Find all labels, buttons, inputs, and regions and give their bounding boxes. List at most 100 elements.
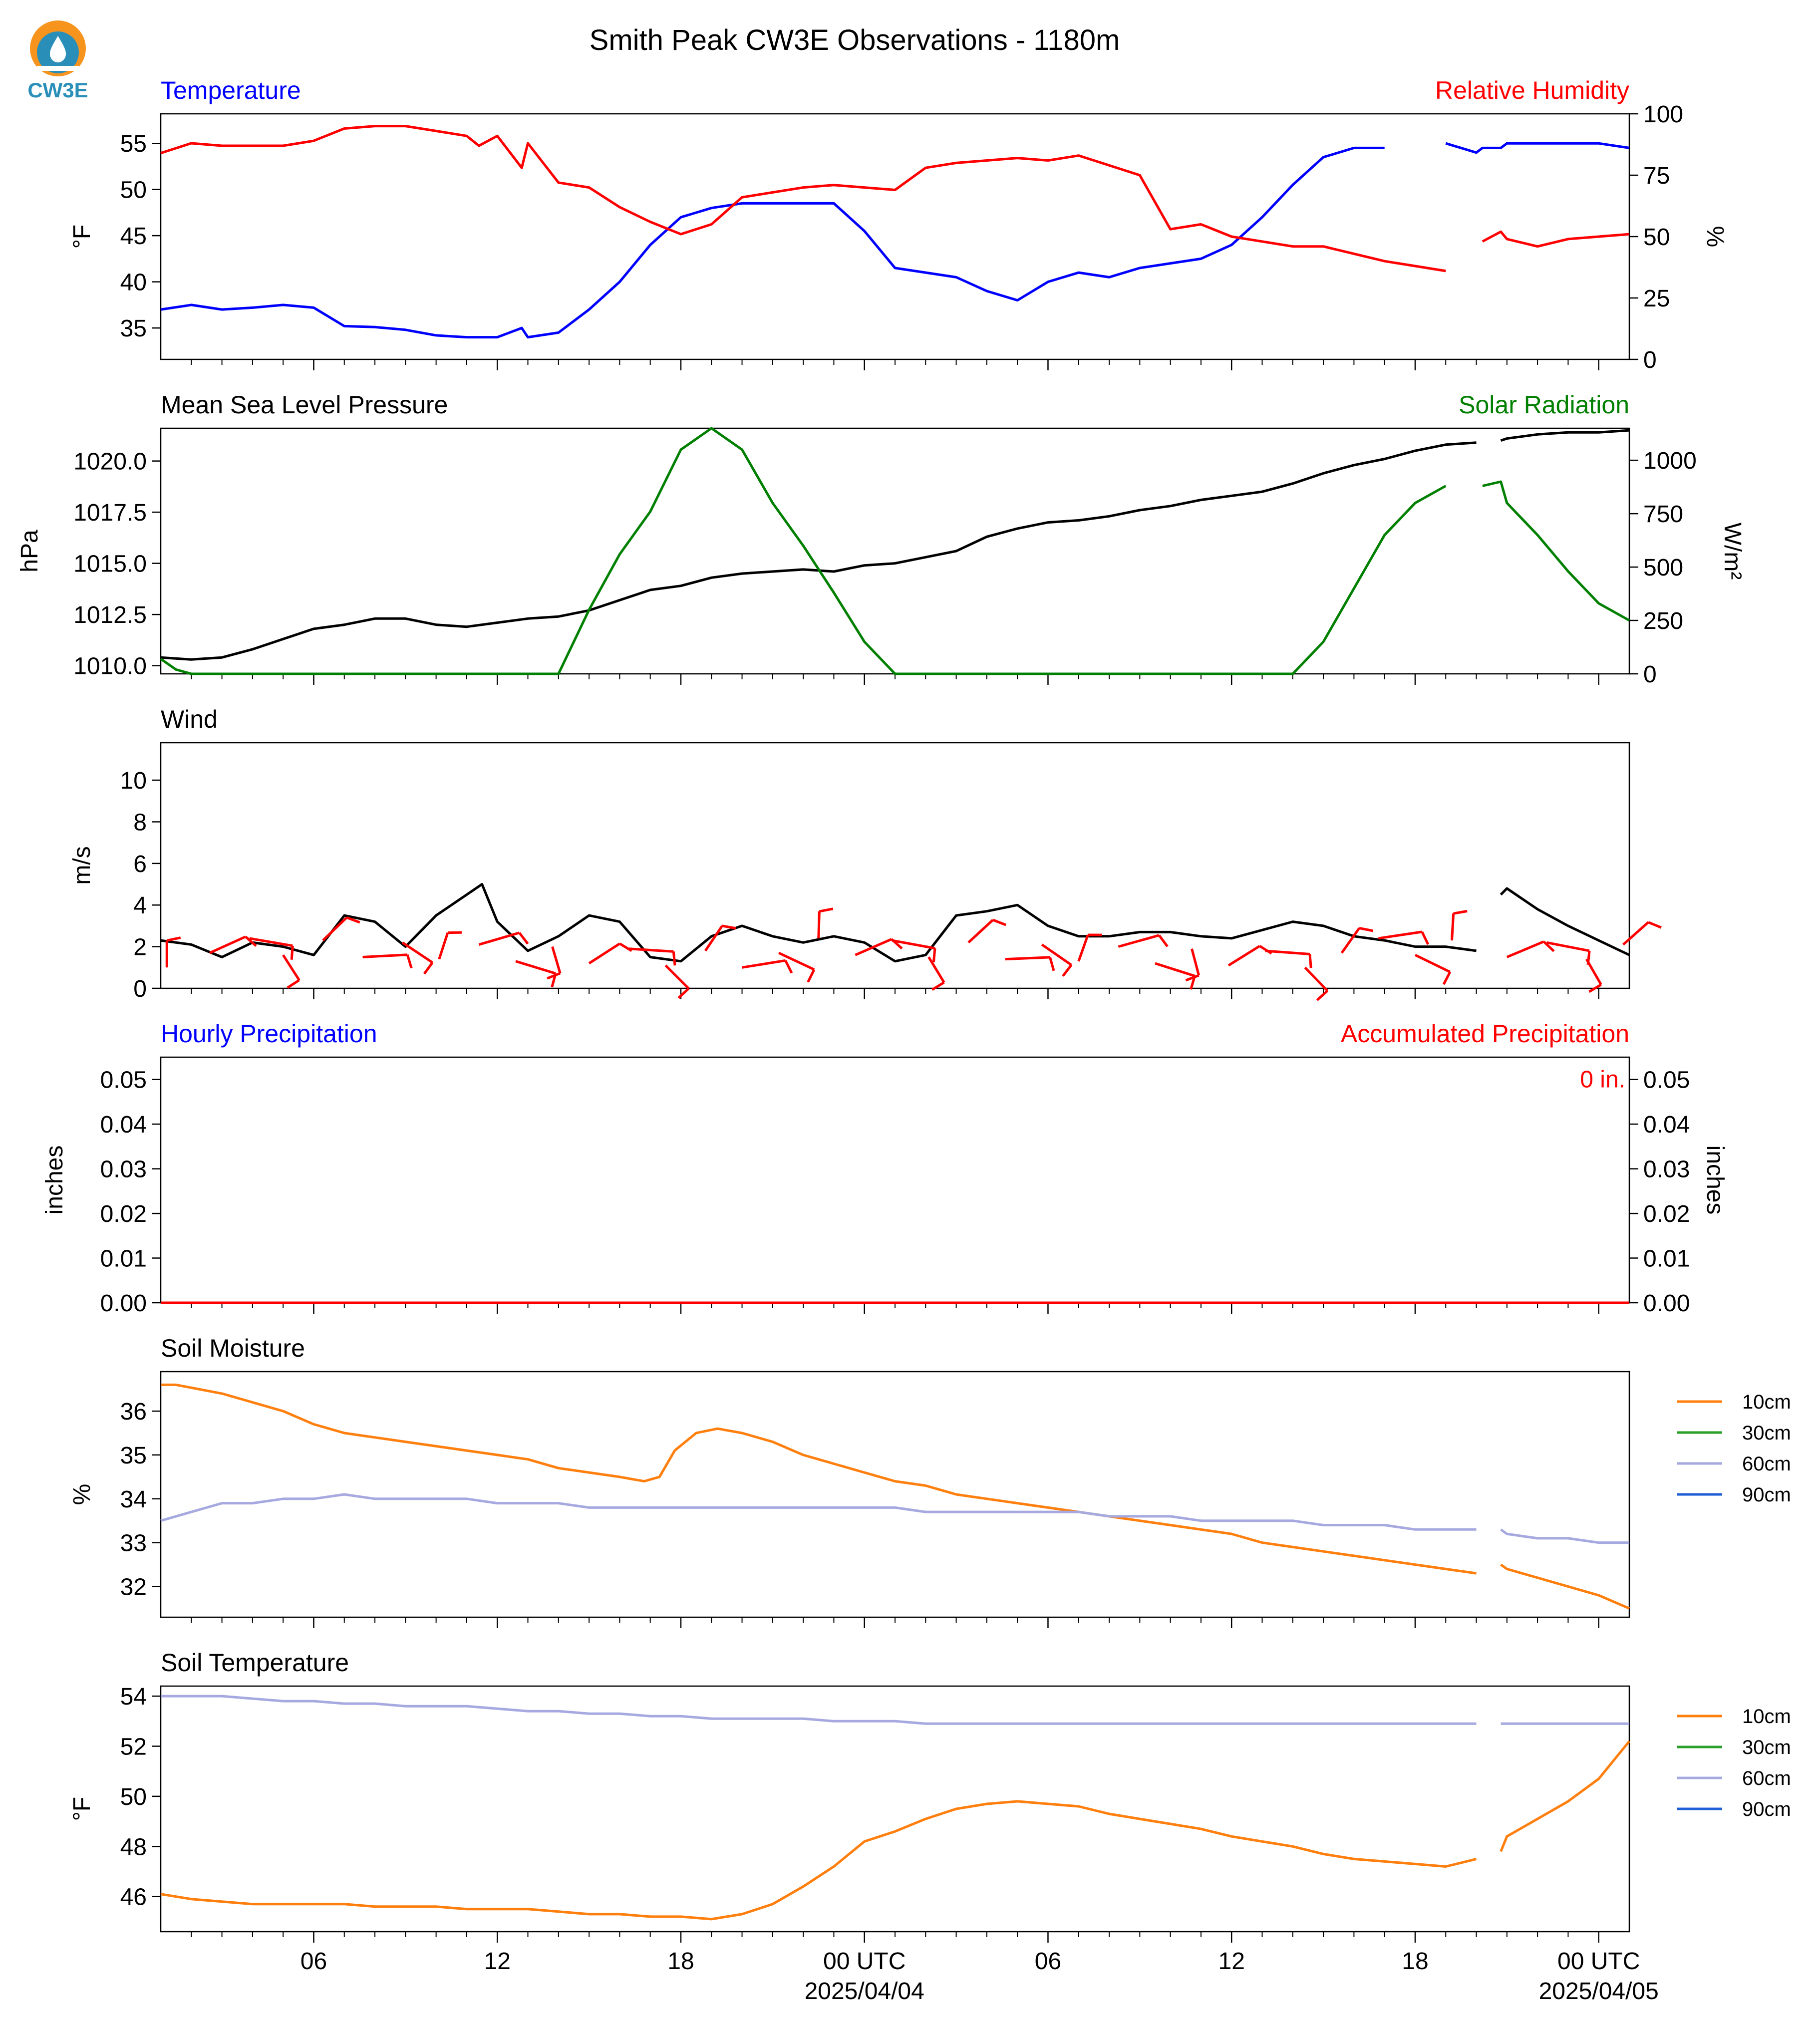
wind-barb-staff [1155,962,1196,977]
wind-barb-staff [927,956,945,983]
legend-label: 10cm [1742,1706,1791,1728]
wind-barb-feather [1316,990,1328,1001]
xtick-label: 00 UTC [1557,1948,1640,1975]
wind-barb-staff [1304,966,1329,992]
series-line-wind [160,883,1630,963]
ytick-label-left: 54 [120,1684,147,1710]
precip-total-annotation: 0 in. [1580,1067,1625,1093]
ylabel-left: °F [69,225,95,249]
wind-barb-feather [1648,921,1662,929]
ytick-label-left: 55 [120,131,147,157]
wind-barb [628,947,676,966]
xtick-label: 00 UTC [823,1948,906,1975]
wind-barb-staff [1622,921,1649,946]
panel-title-right: Solar Radiation [1459,391,1629,419]
wind-barb-feather [406,954,413,969]
wind-barb [1340,926,1373,954]
wind-barb-staff [282,954,301,981]
ytick-label-right: 0.02 [1643,1201,1690,1227]
wind-barb [282,954,301,989]
ytick-label-right: 0 [1643,661,1657,688]
ytick-label-right: 1000 [1643,448,1697,474]
ytick-label-right: 75 [1643,163,1670,189]
ytick-label-right: 500 [1643,555,1683,581]
wind-barb [742,959,793,974]
ytick-label-left: 46 [120,1884,147,1911]
legend-label: 60cm [1742,1453,1791,1475]
wind-barb-feather [346,916,360,924]
legend-label: 90cm [1742,1798,1791,1820]
cw3e-logo: CW3E [27,20,88,102]
wind-barb-feather [819,907,834,913]
wind-barb-staff [401,941,433,964]
ylabel-left: inches [41,1146,68,1215]
xtick-date-label: 2025/04/05 [1539,1978,1659,2005]
x-axis: 06 12 18 00 UTC 06 12 18 00 UTC 2025/04/04 2025/0… [301,1948,1659,2005]
ylabel-right: inches [1702,1146,1728,1215]
ytick-label-left: 1017.5 [73,500,147,526]
wind-barb [1585,958,1602,993]
ytick-label-right: 100 [1643,101,1683,128]
wind-barb [1414,954,1452,985]
xtick-label: 12 [1218,1948,1245,1975]
wind-barb-feather [932,948,936,963]
wind-barb-feather [518,932,529,945]
wind-barb-staff [362,953,408,958]
ytick-label-left: 1012.5 [73,602,147,628]
wind-barb [664,964,690,999]
wind-barb [1077,933,1102,962]
panel-title-left: Mean Sea Level Pressure [161,391,448,419]
wind-barb [1506,940,1555,958]
ytick-label-left: 33 [120,1530,147,1557]
wind-barb [1378,930,1430,945]
wind-barb-staff [1191,948,1201,976]
wind-barb-staff [1585,958,1602,985]
wind-barb [401,941,434,975]
wind-barb-feather [1421,931,1430,945]
ytick-label-right: 0.05 [1643,1067,1690,1094]
panel-title-left: Soil Temperature [161,1649,349,1677]
wind-barb-staff [551,946,562,974]
wind-barb-staff [1005,956,1050,961]
ylabel-right: W/m² [1719,523,1746,580]
legend: 10cm 30cm 60cm 90cm [1677,1391,1791,1506]
series-line-60cm [161,1695,1629,1725]
ytick-label-left: 35 [120,315,147,342]
wind-barb [704,924,736,952]
wind-barb-staff [588,942,620,965]
wind-barb [362,953,413,969]
wind-barb-feather [1062,964,1073,977]
ytick-label-left: 34 [120,1486,147,1513]
ylabel-left: m/s [69,846,95,884]
ytick-label-right: 0.04 [1643,1112,1690,1138]
wind-barb-staff [478,931,520,946]
legend-label: 30cm [1742,1422,1791,1444]
logo-text: CW3E [27,78,88,102]
wind-barb-staff [1118,934,1160,948]
ytick-label-left: 48 [120,1834,147,1860]
xtick-label: 18 [1402,1948,1428,1975]
panel-pressure_solar: Mean Sea Level Pressure Solar Radiation 10… [16,391,1746,688]
ytick-label-left: 50 [120,1784,147,1810]
wind-barb-staff [664,964,690,990]
wind-barb-feather [287,979,300,989]
wind-barb-feather [784,960,793,974]
wind-barb-staff [1041,943,1072,966]
ytick-label-right: 250 [1643,608,1683,634]
wind-barb [438,931,462,960]
ytick-label-left: 8 [133,809,147,836]
xtick-date-label: 2025/04/04 [805,1978,924,2005]
wind-barb [1451,909,1468,941]
ytick-label-left: 2 [133,934,147,961]
series-line-10cm [160,1740,1630,1921]
panel-title-right: Accumulated Precipitation [1341,1020,1629,1048]
wind-barb-staff [704,925,723,952]
wind-barb-feather [672,951,676,966]
wind-barb [1118,934,1169,948]
ytick-label-left: 52 [120,1734,147,1760]
wind-barb-feather [992,918,1007,926]
series-line-10cm [161,1383,1630,1610]
wind-barb [547,946,562,980]
series-line-temperature [160,142,1630,339]
wind-barb-staff [249,937,293,947]
